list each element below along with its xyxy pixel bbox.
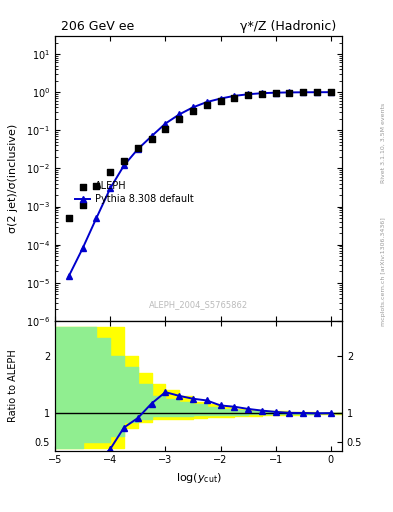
Pythia 8.308 default bbox=[274, 90, 278, 96]
Legend: ALEPH, Pythia 8.308 default: ALEPH, Pythia 8.308 default bbox=[72, 178, 197, 208]
ALEPH bbox=[107, 168, 113, 176]
Text: 206 GeV ee: 206 GeV ee bbox=[61, 20, 134, 33]
ALEPH bbox=[149, 135, 155, 143]
ALEPH bbox=[204, 101, 210, 110]
Y-axis label: σ(2 jet)/σ(inclusive): σ(2 jet)/σ(inclusive) bbox=[8, 124, 18, 233]
Pythia 8.308 default bbox=[191, 104, 195, 111]
ALEPH bbox=[121, 157, 127, 165]
Pythia 8.308 default bbox=[80, 245, 85, 251]
Pythia 8.308 default bbox=[66, 273, 71, 279]
ALEPH bbox=[79, 201, 86, 209]
Pythia 8.308 default bbox=[108, 185, 112, 191]
ALEPH bbox=[66, 214, 72, 222]
ALEPH bbox=[314, 88, 320, 96]
Text: mcplots.cern.ch [arXiv:1306.3436]: mcplots.cern.ch [arXiv:1306.3436] bbox=[381, 217, 386, 326]
Pythia 8.308 default bbox=[163, 120, 168, 126]
Y-axis label: Ratio to ALEPH: Ratio to ALEPH bbox=[8, 349, 18, 422]
ALEPH bbox=[190, 107, 196, 115]
ALEPH bbox=[162, 124, 169, 133]
Pythia 8.308 default bbox=[329, 89, 333, 95]
ALEPH bbox=[286, 89, 293, 97]
Pythia 8.308 default bbox=[204, 99, 209, 105]
ALEPH bbox=[245, 91, 251, 99]
Pythia 8.308 default bbox=[301, 89, 306, 95]
Pythia 8.308 default bbox=[259, 90, 264, 96]
ALEPH bbox=[217, 97, 224, 105]
Pythia 8.308 default bbox=[315, 89, 320, 95]
Pythia 8.308 default bbox=[177, 112, 182, 118]
ALEPH bbox=[300, 88, 307, 96]
Pythia 8.308 default bbox=[287, 90, 292, 96]
ALEPH bbox=[231, 94, 237, 102]
ALEPH bbox=[273, 89, 279, 97]
Pythia 8.308 default bbox=[94, 215, 99, 221]
Pythia 8.308 default bbox=[121, 162, 126, 168]
Pythia 8.308 default bbox=[246, 91, 250, 97]
ALEPH bbox=[259, 90, 265, 98]
Pythia 8.308 default bbox=[218, 95, 223, 101]
ALEPH bbox=[135, 143, 141, 152]
Pythia 8.308 default bbox=[232, 93, 237, 99]
Text: γ*/Z (Hadronic): γ*/Z (Hadronic) bbox=[240, 20, 336, 33]
Line: Pythia 8.308 default: Pythia 8.308 default bbox=[66, 90, 334, 279]
ALEPH bbox=[328, 88, 334, 96]
X-axis label: $\log(y_{\rm cut})$: $\log(y_{\rm cut})$ bbox=[176, 471, 221, 485]
Pythia 8.308 default bbox=[136, 146, 140, 152]
Text: ALEPH_2004_S5765862: ALEPH_2004_S5765862 bbox=[149, 301, 248, 310]
ALEPH bbox=[93, 182, 99, 190]
ALEPH bbox=[176, 115, 182, 123]
Text: Rivet 3.1.10, 3.5M events: Rivet 3.1.10, 3.5M events bbox=[381, 103, 386, 183]
Pythia 8.308 default bbox=[149, 133, 154, 139]
